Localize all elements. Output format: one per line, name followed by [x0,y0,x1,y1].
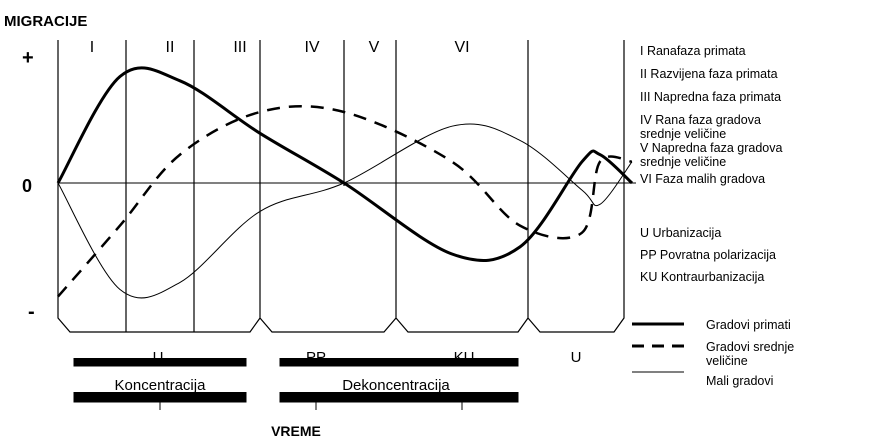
legend-phase-iii: III Napredna faza primata [640,90,782,104]
legend-phase-v-line2: srednje veličine [640,155,727,169]
y-marker-plus: + [22,47,34,69]
legend-phase-iv: IV Rana faza gradova srednje veličine [640,113,782,141]
key-label-srednje-line1: Gradovi srednje [706,340,795,354]
brackets-row2 [73,392,519,410]
legend-phase-vi: VI Faza malih gradova [640,172,766,186]
bracket-dekoncentracija [279,392,519,403]
legend-abbr-u: U Urbanizacija [640,226,722,240]
line-key-samples [632,322,684,373]
bracket-label-pp: PP [306,349,326,366]
frame-outline [57,40,625,333]
legend-abbr-ku: KU Kontraurbanizacija [640,270,765,284]
y-marker-zero: 0 [22,176,32,196]
key-label-primati-text: Gradovi primati [706,318,791,332]
phase-frame [57,40,625,333]
diagram-title: MIGRACIJE [4,13,87,30]
legend-phase-i: I Ranafaza primata [640,44,746,58]
key-label-srednje: Gradovi srednje veličine [706,340,794,368]
legend-phase-v-line1: V Napredna faza gradova [640,141,783,155]
phase-label-iv: IV [304,39,319,56]
legend-phase-v: V Napredna faza gradova srednje veličine [640,141,782,169]
bracket-label-ku: KU [454,349,475,366]
bracket-label-u-1: U [153,349,164,366]
x-axis-label: VREME [271,423,321,436]
abbreviation-legend: U Urbanizacija PP Povratna polarizacija … [640,226,776,284]
phase-label-ii: II [166,39,175,56]
bracket-pp-ku [279,358,519,367]
key-label-primati: Gradovi primati [706,318,791,332]
bracket-labels-row2: Koncentracija Dekoncentracija [115,377,451,394]
key-label-mali: Mali gradovi [706,374,773,388]
legend-phase-iv-line2: srednje veličine [640,127,727,141]
legend-phase-ii: II Razvijena faza primata [640,67,778,81]
curve-gradovi-primati [56,66,634,262]
brackets-row1 [73,358,519,367]
legend-phase-iv-line1: IV Rana faza gradova [640,113,761,127]
y-marker-minus: - [28,301,35,323]
legend-abbr-pp: PP Povratna polarizacija [640,248,776,262]
phase-label-i: I [90,39,94,56]
phase-label-v: V [369,39,380,56]
phase-labels: I II III IV V VI [90,39,470,56]
bracket-labels-row1: U PP KU U [153,349,582,366]
bracket-label-u-2: U [571,349,582,366]
bracket-label-dekoncentracija: Dekoncentracija [342,377,450,394]
key-label-mali-text: Mali gradovi [706,374,774,388]
phase-label-vi: VI [454,39,469,56]
phase-dividers [125,40,345,332]
curves [56,66,634,299]
phase-label-iii: III [233,39,246,56]
bracket-u-left [73,358,247,367]
bracket-label-koncentracija: Koncentracija [115,377,207,394]
curve-mali-gradovi [57,123,633,299]
phase-legend: I Ranafaza primata II Razvijena faza pri… [640,44,782,186]
curve-gradovi-srednje-velicine [57,104,633,298]
key-label-srednje-line2: veličine [706,354,748,368]
